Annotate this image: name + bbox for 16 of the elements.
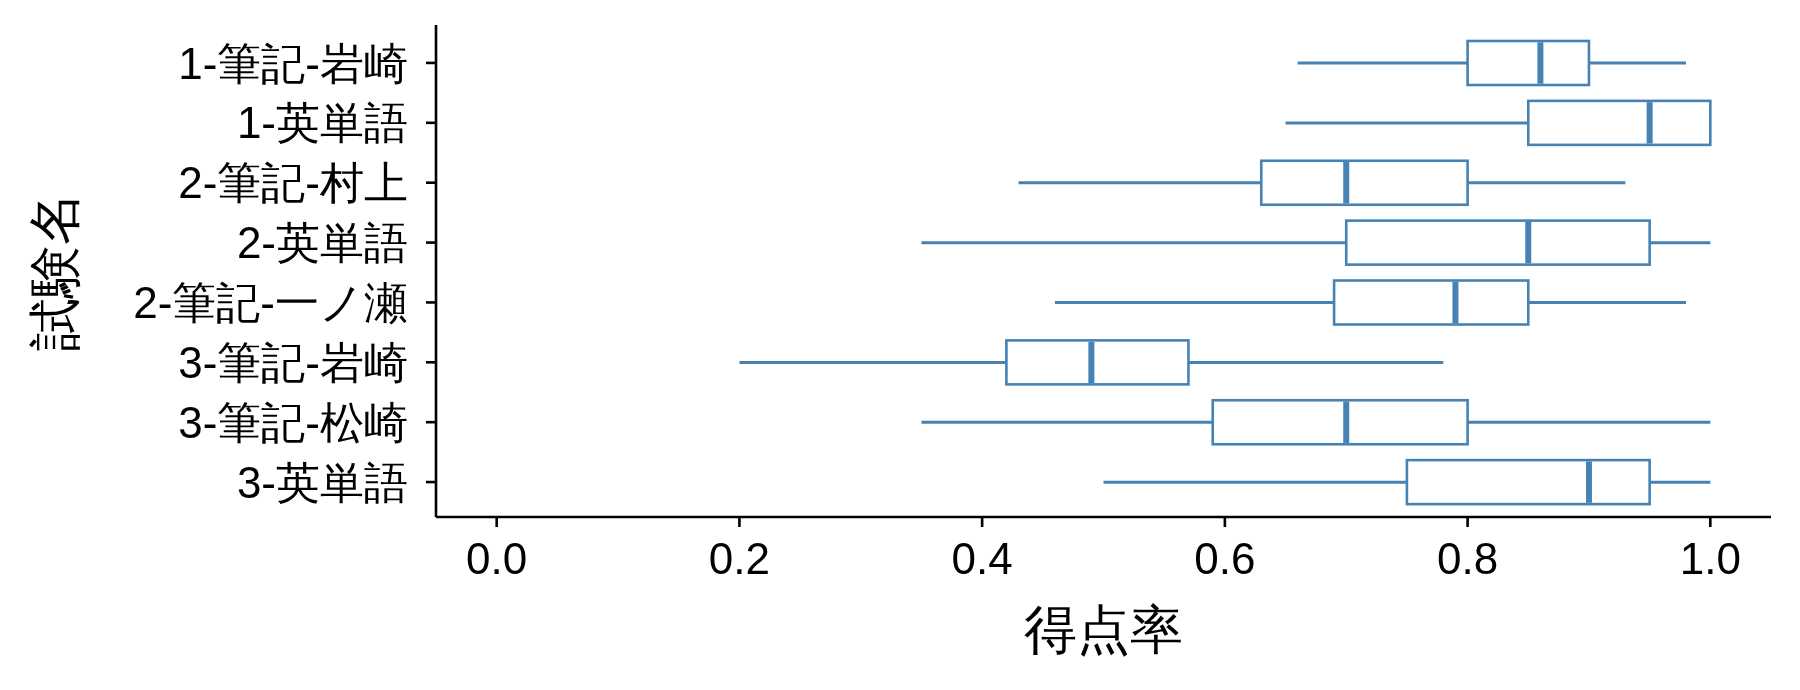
y-axis-title: 試験名 (24, 191, 84, 351)
x-tick-label: 0.2 (708, 534, 770, 584)
y-tick-label: 2-英単語 (236, 218, 408, 268)
y-tick-label: 3-筆記-松崎 (178, 397, 408, 447)
x-tick-label: 0.8 (1437, 534, 1499, 584)
x-axis-title: 得点率 (1024, 599, 1183, 659)
x-tick-label: 0.6 (1194, 534, 1256, 584)
x-tick-label: 0.4 (951, 534, 1013, 584)
y-tick-label: 1-筆記-岩崎 (178, 38, 408, 88)
y-tick-label: 2-筆記-村上 (178, 158, 408, 208)
x-tick-label: 1.0 (1679, 534, 1741, 584)
y-tick-label: 1-英単語 (236, 98, 408, 148)
y-tick-label: 3-英単語 (236, 457, 408, 507)
y-tick-label: 3-筆記-岩崎 (178, 337, 408, 387)
x-tick-label: 0.0 (466, 534, 528, 584)
y-tick-label: 2-筆記-一ノ瀬 (133, 278, 408, 328)
